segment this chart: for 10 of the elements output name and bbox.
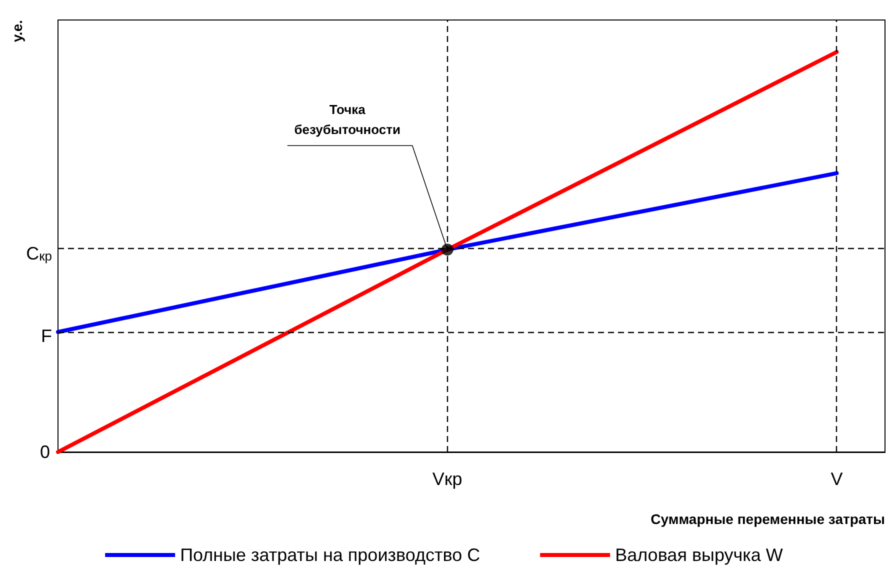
x-tick-label: V bbox=[830, 469, 843, 489]
x-axis-title: Суммарные переменные затраты bbox=[650, 511, 885, 527]
legend-label: Полные затраты на производство С bbox=[180, 545, 480, 565]
text: 0 bbox=[40, 442, 50, 462]
ref-line-label: Cкр bbox=[26, 244, 52, 264]
x-tick-label: Vкр bbox=[432, 469, 462, 489]
annotation: Точка безубыточности bbox=[294, 102, 401, 138]
legend-label: Валовая выручка W bbox=[615, 545, 783, 565]
y-axis-title: у.е. bbox=[9, 20, 25, 42]
ref-line-label: F bbox=[41, 326, 52, 346]
